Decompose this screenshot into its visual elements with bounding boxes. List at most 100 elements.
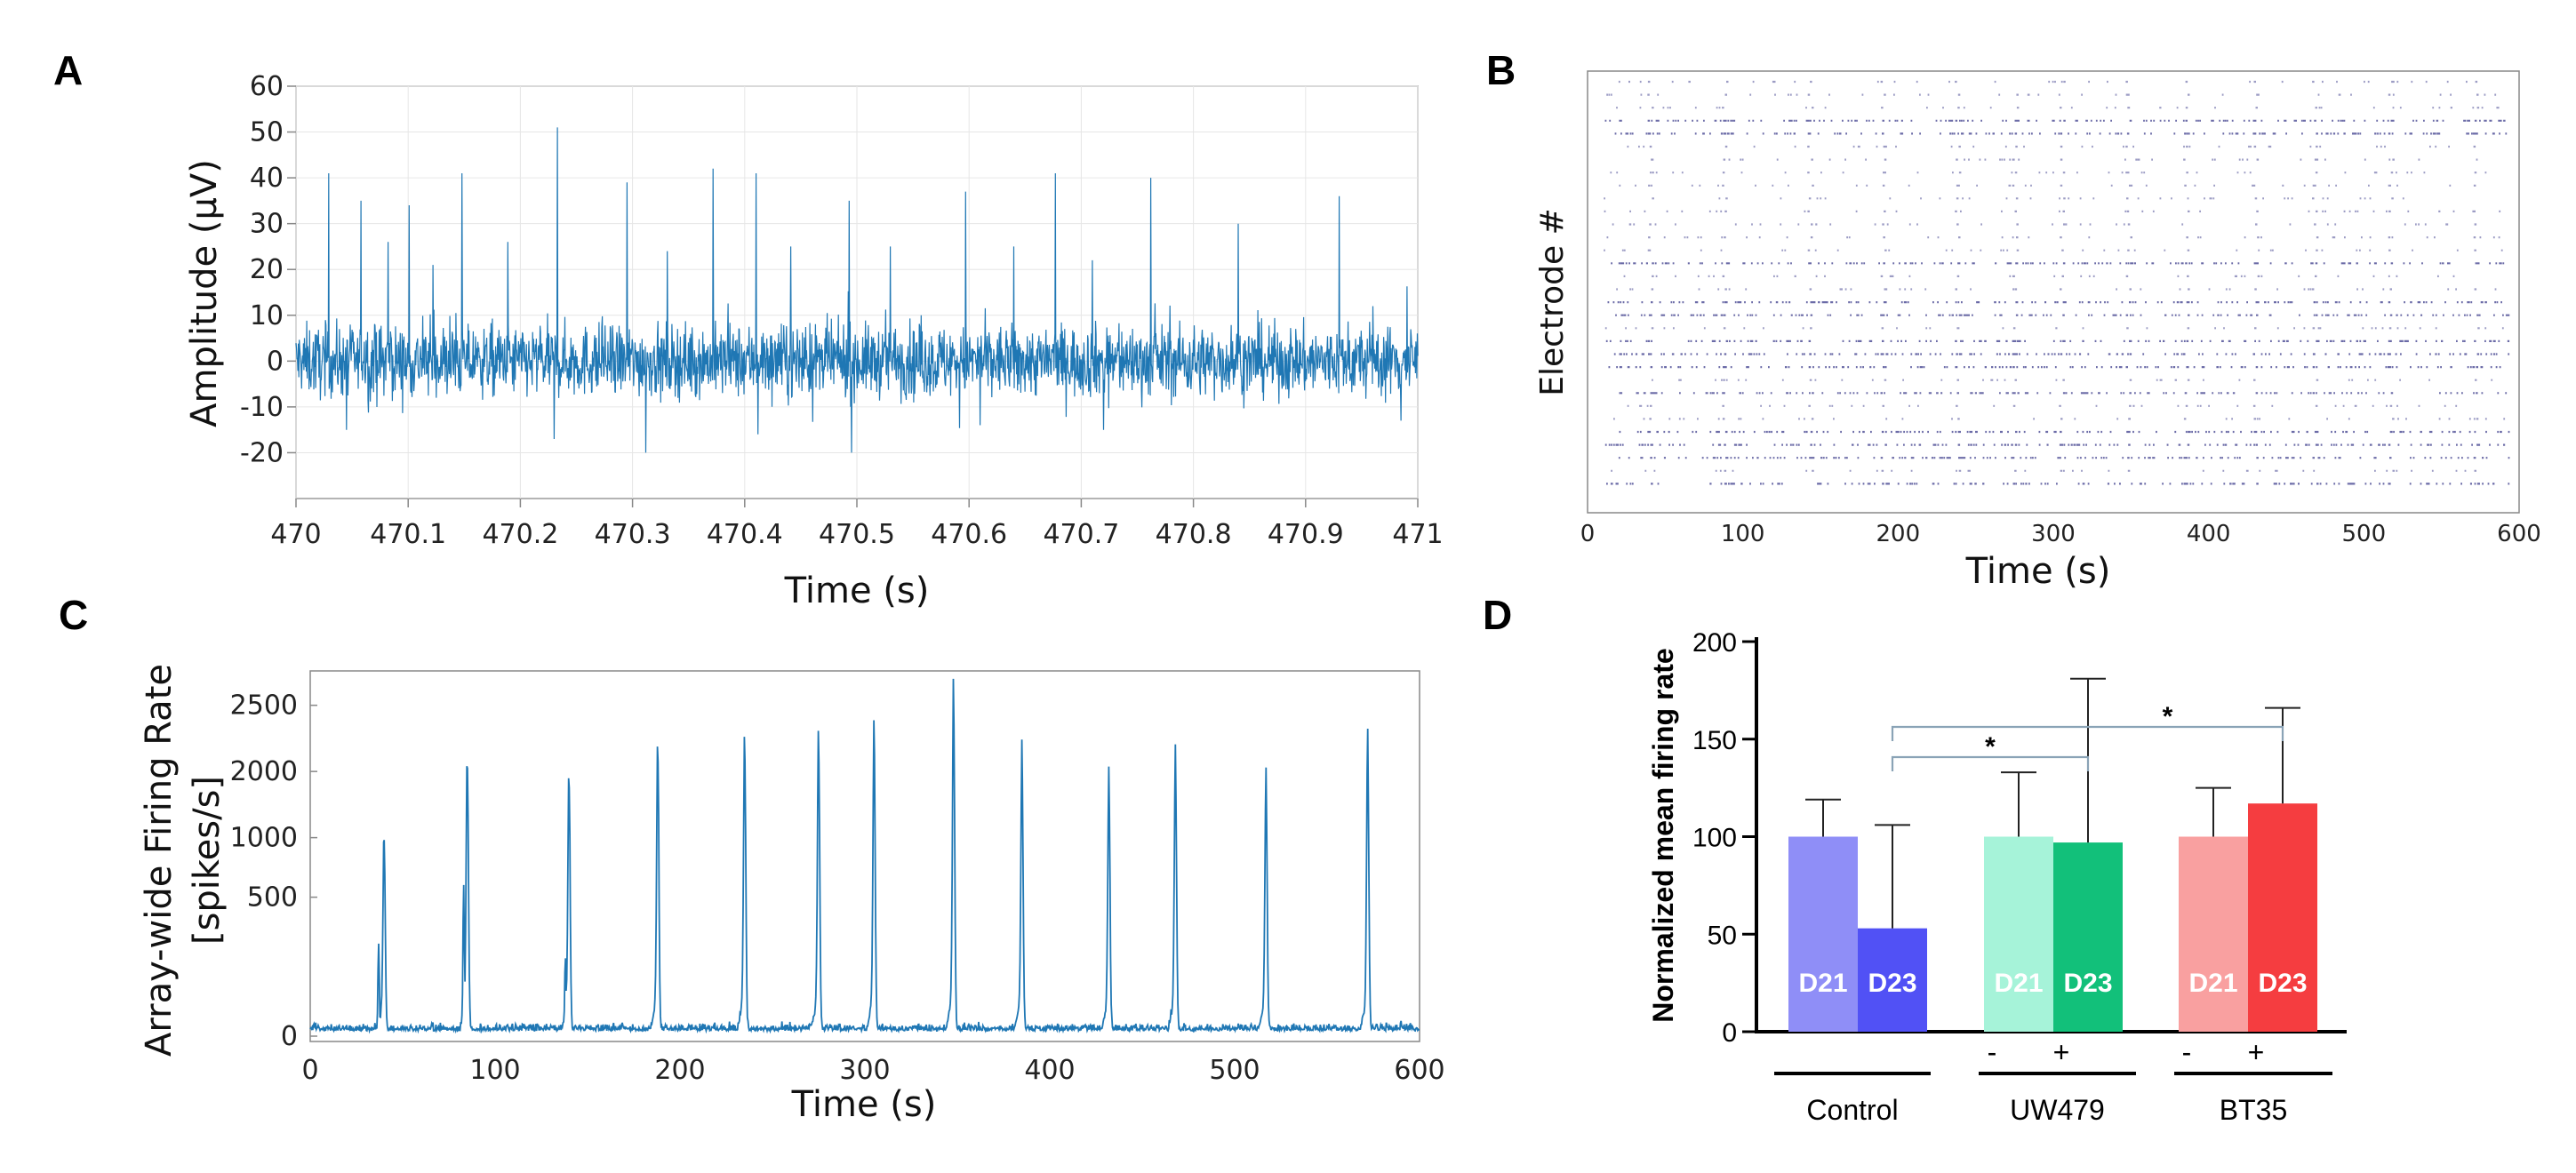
- x-tick-label: 600: [2497, 521, 2541, 547]
- treatment-mark: -: [2182, 1036, 2192, 1068]
- x-axis-label-a: Time (s): [784, 571, 930, 611]
- spike-raster: [1604, 80, 2510, 485]
- bar-label: D23: [1868, 969, 1916, 998]
- x-tick-label: 300: [839, 1055, 890, 1086]
- treatment-mark: -: [1988, 1036, 1997, 1068]
- x-tick-label: 100: [1721, 521, 1765, 547]
- y-ticks-c: 2500 2000 1000 500 0: [230, 690, 317, 1052]
- y-tick-label: 2000: [230, 756, 298, 787]
- amplitude-trace: [295, 127, 1419, 453]
- x-tick-label: 471: [1392, 519, 1443, 550]
- treatment-mark: +: [2053, 1036, 2070, 1068]
- bar-label: D21: [1994, 969, 2043, 998]
- y-tick-label: -20: [240, 437, 284, 468]
- chart-b: 0 100 200 300 400 500 600 Time (s) Electrode #: [1534, 70, 2541, 592]
- x-axis-label-c: Time (s): [791, 1084, 937, 1125]
- significance-star: *: [2163, 702, 2173, 731]
- y-tick-label: 50: [250, 117, 284, 148]
- bar: [2179, 836, 2248, 1032]
- x-tick-label: 200: [654, 1055, 705, 1086]
- x-tick-label: 0: [1580, 521, 1596, 547]
- group-label: Control: [1806, 1094, 1898, 1126]
- x-tick-label: 470.9: [1268, 519, 1344, 550]
- significance-star: *: [1985, 732, 1996, 762]
- y-axis-label-b: Electrode #: [1534, 208, 1571, 395]
- y-axis-label-d: Normalized mean firing rate: [1647, 648, 1679, 1022]
- y-tick-label: 0: [267, 346, 284, 377]
- y-tick-label: 500: [247, 882, 298, 914]
- y-ticks-d: 0 50 100 150 200: [1692, 628, 1756, 1048]
- bar-label: D23: [2063, 969, 2112, 998]
- plot-frame-c: [309, 670, 1420, 1042]
- x-tick-label: 100: [469, 1055, 520, 1086]
- panel-label-c: C: [59, 592, 88, 638]
- x-tick-label: 600: [1394, 1055, 1444, 1086]
- x-tick-label: 470.1: [370, 519, 446, 550]
- y-axis-label-a: Amplitude (μV): [184, 159, 225, 427]
- y-tick-label: 30: [250, 209, 284, 240]
- x-tick-label: 470.3: [595, 519, 671, 550]
- x-tick-label: 0: [301, 1055, 318, 1086]
- treatment-marks: - + - +: [1988, 1036, 2265, 1068]
- bar: [1788, 836, 1858, 1032]
- x-axis-label-b: Time (s): [1965, 551, 2111, 592]
- panel-label-d: D: [1483, 592, 1512, 638]
- x-tick-label: 400: [2187, 521, 2231, 547]
- y-tick-label: 0: [1722, 1018, 1737, 1048]
- y-tick-label: 0: [281, 1021, 298, 1052]
- chart-c: 2500 2000 1000 500 0 0 100 200 300 400 500 600 Tim…: [139, 664, 1445, 1125]
- grid-a: [295, 85, 1419, 499]
- x-tick-label: 200: [1876, 521, 1921, 547]
- x-tick-label: 400: [1024, 1055, 1075, 1086]
- significance-brackets: **: [1891, 702, 2284, 771]
- y-tick-label: 20: [250, 254, 284, 285]
- y-ticks-a: 60 50 40 30 20 10 0 -10 -20: [240, 71, 296, 468]
- group-label: UW479: [2010, 1094, 2105, 1126]
- bar: [2053, 842, 2123, 1032]
- y-tick-label: 2500: [230, 690, 298, 722]
- x-tick-label: 500: [1209, 1055, 1260, 1086]
- x-ticks-c: 0 100 200 300 400 500 600: [301, 1055, 1444, 1086]
- y-tick-label: 10: [250, 300, 284, 331]
- bar: [1858, 928, 1927, 1032]
- x-ticks-b: 0 100 200 300 400 500 600: [1580, 521, 2541, 547]
- x-tick-label: 300: [2031, 521, 2076, 547]
- group-label: BT35: [2220, 1094, 2287, 1126]
- significance-bracket: [1891, 755, 2090, 771]
- y-tick-label: 60: [250, 71, 284, 102]
- panel-label-b: B: [1486, 47, 1516, 93]
- bar-label: D23: [2258, 969, 2307, 998]
- x-tick-label: 470.5: [819, 519, 895, 550]
- significance-bracket: [1891, 725, 2284, 741]
- y-axis-label-c: Array-wide Firing Rate: [139, 664, 180, 1057]
- bar-label: D21: [1798, 969, 1847, 998]
- y-tick-label: 1000: [230, 823, 298, 854]
- y-tick-label: 200: [1692, 628, 1737, 658]
- panel-label-a: A: [53, 47, 83, 93]
- y-tick-label: -10: [240, 392, 284, 423]
- x-tick-label: 470.2: [482, 519, 558, 550]
- y-tick-label: 150: [1692, 726, 1737, 755]
- y-axis-unit-c: [spikes/s]: [187, 776, 228, 945]
- firing-rate-trace: [309, 678, 1420, 1034]
- y-tick-label: 40: [250, 163, 284, 194]
- plot-frame-b: [1587, 70, 2520, 514]
- group-labels: Control UW479 BT35: [1774, 1072, 2332, 1126]
- x-tick-label: 470.4: [707, 519, 783, 550]
- x-tick-label: 470.8: [1156, 519, 1232, 550]
- bar-label: D21: [2188, 969, 2237, 998]
- treatment-mark: +: [2248, 1036, 2265, 1068]
- x-tick-label: 470.7: [1043, 519, 1119, 550]
- bars-d: D21 D23 D21 D23 D21 D23: [1788, 677, 2317, 1032]
- x-tick-label: 500: [2342, 521, 2387, 547]
- y-tick-label: 100: [1692, 824, 1737, 853]
- bar: [2248, 803, 2317, 1032]
- x-tick-label: 470.6: [931, 519, 1007, 550]
- x-tick-label: 470: [270, 519, 321, 550]
- bar: [1984, 836, 2053, 1032]
- y-tick-label: 50: [1708, 921, 1737, 950]
- x-ticks-a: 470 470.1 470.2 470.3 470.4 470.5 470.6 470.7 47…: [270, 499, 1444, 550]
